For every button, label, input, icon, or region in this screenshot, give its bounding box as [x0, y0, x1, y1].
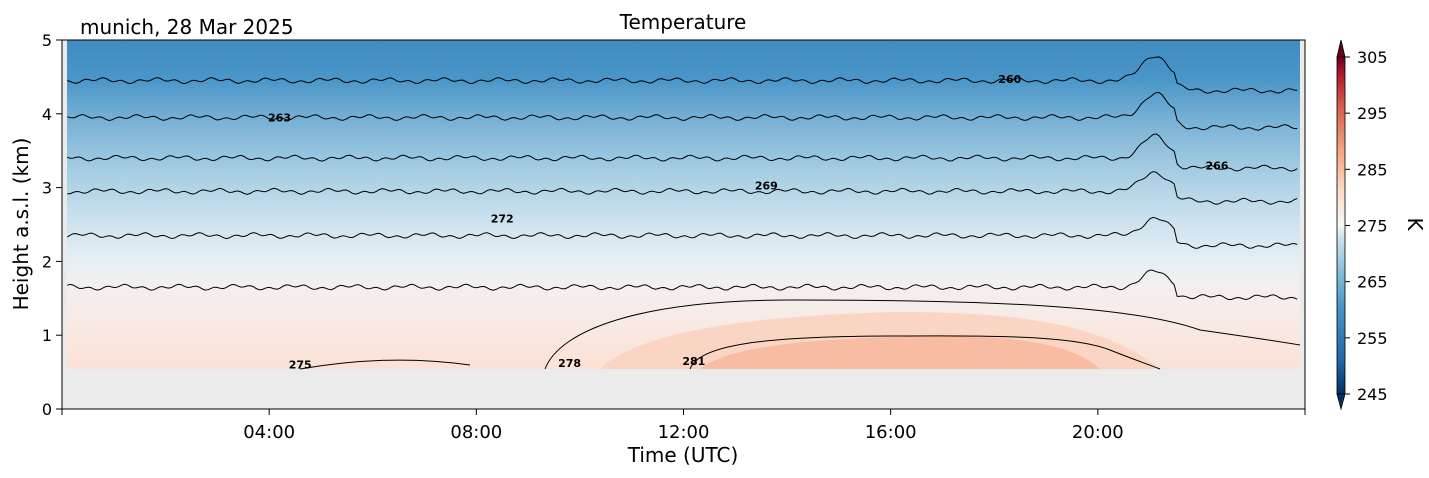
contour-label-263: 263	[268, 111, 291, 124]
y-tick-label: 2	[42, 252, 52, 271]
isotherm-275-low	[299, 359, 471, 370]
colorbar-tick-label: 295	[1357, 104, 1388, 123]
x-axis-label: Time (UTC)	[627, 443, 739, 467]
colorbar-tick-label: 275	[1357, 217, 1388, 236]
contour-label-275: 275	[289, 359, 312, 372]
y-axis: 0 1 2 3 4 5 Height a.s.l. (km)	[9, 31, 62, 419]
chart-title: Temperature	[619, 10, 747, 34]
colorbar-tick-label: 245	[1357, 385, 1388, 404]
colorbar-tick-label: 285	[1357, 160, 1388, 179]
colorbar: 245 255 265 275 285 295 305 K	[1336, 39, 1427, 411]
contour-label-281: 281	[682, 355, 705, 368]
isotherm-266	[67, 133, 1298, 172]
colorbar-extend-max	[1336, 39, 1346, 58]
colorbar-tick-label: 265	[1357, 273, 1388, 292]
contour-labels: 263 260 266 269 272 275 278 281	[268, 73, 1229, 372]
x-ticks: 04:00 08:00 12:00 16:00 20:00	[61, 409, 1306, 443]
contour-label-278: 278	[558, 357, 581, 370]
x-tick-label: 16:00	[865, 422, 917, 443]
warm-core	[700, 336, 1100, 369]
y-tick-label: 3	[42, 179, 52, 198]
contour-label-272: 272	[491, 213, 514, 226]
x-tick-label: 12:00	[658, 422, 710, 443]
contour-label-260: 260	[998, 73, 1021, 86]
y-tick-label: 0	[42, 400, 52, 419]
y-tick-label: 1	[42, 326, 52, 345]
colorbar-tick-label: 255	[1357, 329, 1388, 348]
x-tick-label: 08:00	[450, 422, 502, 443]
temperature-field	[67, 40, 1300, 369]
plot-area: 263 260 266 269 272 275 278 281	[62, 40, 1305, 409]
y-axis-label: Height a.s.l. (km)	[9, 138, 33, 311]
colorbar-extend-min	[1336, 393, 1346, 411]
y-tick-label: 4	[42, 105, 52, 124]
x-axis: 04:00 08:00 12:00 16:00 20:00 Time (UTC)	[61, 409, 1306, 467]
isotherm-263	[67, 91, 1298, 131]
contour-label-269: 269	[755, 179, 778, 192]
colorbar-label: K	[1403, 217, 1427, 231]
contour-label-266: 266	[1205, 159, 1228, 172]
isotherm-lines	[66, 56, 1301, 370]
location-date-label: munich, 28 Mar 2025	[80, 15, 294, 39]
x-tick-label: 20:00	[1072, 422, 1124, 443]
colorbar-body	[1336, 56, 1346, 395]
isotherm-269	[67, 171, 1298, 205]
y-ticks: 0 1 2 3 4 5	[42, 31, 62, 419]
x-tick-label: 04:00	[243, 422, 295, 443]
isotherm-278	[544, 299, 1301, 370]
isotherm-275	[67, 269, 1298, 301]
y-tick-label: 5	[42, 31, 52, 50]
colorbar-ticks: 245 255 265 275 285 295 305	[1345, 48, 1388, 404]
colorbar-tick-label: 305	[1357, 48, 1388, 67]
isotherm-281	[689, 335, 1161, 370]
isotherm-260	[67, 56, 1298, 94]
isotherm-272	[66, 216, 1298, 249]
